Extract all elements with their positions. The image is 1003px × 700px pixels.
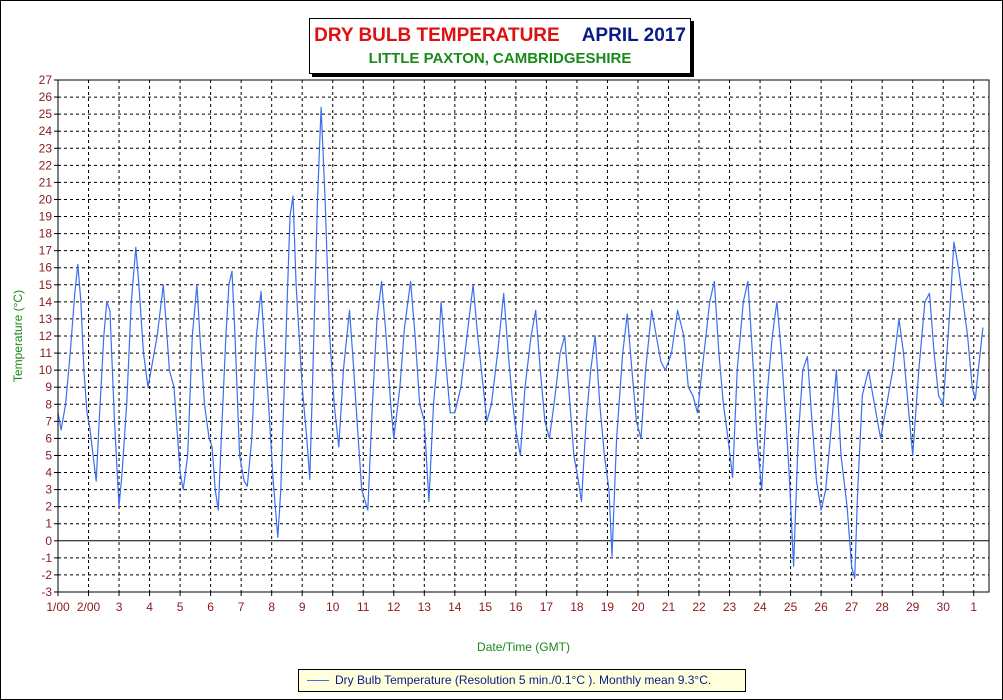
x-tick-label: 25	[784, 600, 798, 614]
y-tick-label: 1	[45, 517, 52, 531]
x-tick-label: 16	[509, 600, 523, 614]
title-box: DRY BULB TEMPERATURE APRIL 2017 LITTLE PA…	[309, 18, 691, 74]
y-tick-label: 16	[39, 261, 53, 275]
x-tick-label: 18	[570, 600, 584, 614]
legend: Dry Bulb Temperature (Resolution 5 min./…	[298, 669, 746, 692]
y-tick-label: 2	[45, 500, 52, 514]
y-axis-label: Temperature (°C)	[11, 290, 25, 382]
x-tick-label: 21	[662, 600, 676, 614]
chart-title: DRY BULB TEMPERATURE APRIL 2017	[310, 25, 690, 47]
x-tick-label: 4	[146, 600, 153, 614]
y-tick-label: -2	[41, 568, 52, 582]
x-tick-label: 12	[387, 600, 401, 614]
x-tick-label: 30	[937, 600, 951, 614]
y-tick-label: 10	[39, 363, 53, 377]
chart-subtitle: LITTLE PAXTON, CAMBRIDGESHIRE	[368, 50, 632, 67]
x-tick-label: 29	[906, 600, 920, 614]
x-tick-label: 7	[238, 600, 245, 614]
series-line-dry-bulb	[57, 106, 984, 579]
x-tick-label: 24	[753, 600, 767, 614]
title-main: DRY BULB TEMPERATURE	[314, 25, 560, 46]
x-tick-label: 11	[357, 600, 370, 614]
y-tick-label: 22	[39, 158, 53, 172]
x-tick-label: 9	[299, 600, 306, 614]
y-tick-label: 3	[45, 483, 52, 497]
x-tick-label: 10	[326, 600, 340, 614]
y-tick-label: 6	[45, 431, 52, 445]
y-tick-label: 20	[39, 192, 53, 206]
x-axis-label: Date/Time (GMT)	[477, 640, 570, 654]
legend-label: Dry Bulb Temperature (Resolution 5 min./…	[335, 673, 712, 687]
y-tick-label: 8	[45, 397, 52, 411]
x-tick-label: 20	[631, 600, 645, 614]
x-tick-label: 26	[814, 600, 828, 614]
series-layer	[57, 106, 984, 579]
y-tick-label: 13	[39, 312, 53, 326]
y-tick-label: 27	[39, 73, 53, 87]
x-tick-label: 5	[177, 600, 184, 614]
y-tick-label: 15	[39, 278, 53, 292]
y-tick-label: 11	[40, 346, 53, 360]
y-tick-label: 9	[45, 380, 52, 394]
y-tick-label: 25	[39, 107, 53, 121]
plot-border	[57, 79, 990, 593]
tick-labels: -3-2-10123456789101112131415161718192021…	[39, 73, 978, 614]
y-tick-label: 21	[39, 175, 53, 189]
y-tick-label: -1	[41, 551, 52, 565]
y-tick-label: 0	[45, 534, 52, 548]
x-tick-label: 2/00	[77, 600, 101, 614]
y-tick-label: 17	[39, 244, 53, 258]
y-tick-label: 4	[45, 466, 52, 480]
title-period: APRIL 2017	[581, 25, 686, 46]
legend-swatch	[307, 680, 329, 681]
y-tick-label: 18	[39, 227, 53, 241]
x-tick-label: 23	[723, 600, 737, 614]
y-tick-label: 24	[39, 124, 53, 138]
y-tick-label: -3	[41, 585, 52, 599]
y-tick-label: 19	[39, 210, 53, 224]
x-tick-label: 1/00	[46, 600, 70, 614]
y-tick-label: 7	[45, 414, 52, 428]
x-tick-label: 8	[268, 600, 275, 614]
x-tick-label: 15	[479, 600, 493, 614]
x-tick-label: 17	[540, 600, 554, 614]
x-tick-label: 6	[207, 600, 214, 614]
y-tick-label: 26	[39, 90, 53, 104]
grid	[54, 79, 989, 596]
x-tick-label: 13	[418, 600, 432, 614]
x-tick-label: 22	[692, 600, 706, 614]
x-tick-label: 3	[116, 600, 123, 614]
x-tick-label: 1	[970, 600, 977, 614]
x-tick-label: 14	[448, 600, 462, 614]
y-tick-label: 23	[39, 141, 53, 155]
x-tick-label: 28	[875, 600, 889, 614]
x-tick-label: 27	[845, 600, 859, 614]
y-tick-label: 5	[45, 448, 52, 462]
y-tick-label: 12	[39, 329, 53, 343]
x-tick-label: 19	[601, 600, 615, 614]
y-tick-label: 14	[39, 295, 53, 309]
